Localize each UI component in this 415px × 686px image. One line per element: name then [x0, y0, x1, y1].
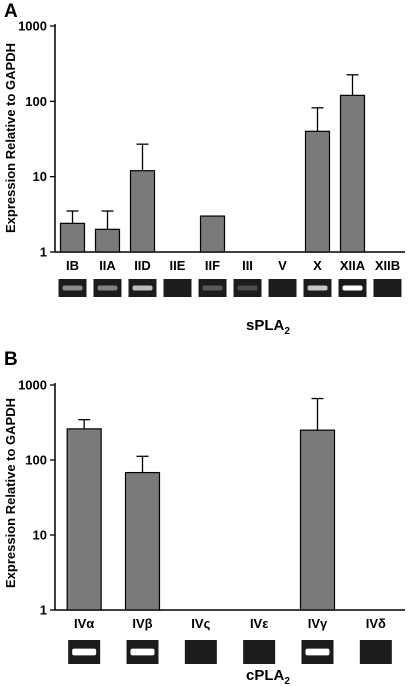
panel-a-bar — [129, 170, 156, 253]
panel-b-y-tick-label: 100 — [25, 453, 47, 468]
panel-b-y-tick-label: 1 — [40, 603, 47, 618]
panel-b-gel-band — [130, 648, 155, 656]
panel-b-x-axis-label-subscript: 2 — [284, 676, 290, 686]
panel-a-category-label: XIIA — [340, 258, 366, 273]
panel-a-bar — [59, 222, 86, 253]
panel-a-gel-band — [237, 285, 258, 291]
panel-b-label: B — [4, 349, 18, 370]
panel-a-category-label: IIE — [170, 258, 186, 273]
panel-a-gel-band — [307, 285, 328, 291]
panel-a-gel-band — [97, 285, 118, 291]
panel-b-category-label: IVβ — [132, 616, 152, 631]
panel-b-category-label: IVα — [74, 616, 94, 631]
panel-a-bar — [304, 130, 331, 253]
panel-a-y-axis-label: Expression Relative to GAPDH — [3, 43, 18, 233]
panel-b: B Expression Relative to GAPDH cPLA2 1 10… — [3, 349, 405, 686]
panel-a-category-label: IIA — [99, 258, 116, 273]
panel-a-bar — [199, 215, 226, 253]
panel-a-gel-lane — [268, 279, 297, 297]
panel-a-category-label: III — [242, 258, 253, 273]
panel-b-x-axis-label-main: cPLA — [246, 667, 285, 684]
panel-b-category-label: IVδ — [366, 616, 386, 631]
panel-b-gel-band — [72, 648, 97, 656]
panel-b-y-tick-label: 10 — [33, 528, 47, 543]
panel-a-y-tick-label: 100 — [25, 94, 47, 109]
panel-b-category-label: IVγ — [308, 616, 328, 631]
panel-b-bar — [66, 428, 102, 611]
panel-b-gel-band — [305, 648, 330, 656]
panel-a-gel-band — [202, 285, 223, 291]
panel-b-category-label: IVε — [250, 616, 268, 631]
panel-a-bar — [94, 228, 121, 253]
panel-a-gel-lane — [373, 279, 402, 297]
panel-a-category-label: X — [313, 258, 322, 273]
panel-b-bar — [299, 429, 336, 611]
panel-b-y-axis-label: Expression Relative to GAPDH — [3, 398, 18, 588]
panel-b-category-label: IVς — [191, 616, 210, 631]
panel-a-y-tick-label: 1000 — [18, 19, 47, 34]
panel-b-x-axis-label: cPLA2 — [246, 667, 290, 686]
panel-a-gel-band — [62, 285, 83, 291]
panel-a-bar — [339, 94, 366, 253]
panel-a-category-label: XIIB — [375, 258, 400, 273]
panel-a-category-label: V — [278, 258, 287, 273]
panel-b-gel-lane — [184, 640, 217, 664]
panel-a-x-axis-label: sPLA2 — [246, 317, 290, 337]
panel-a-y-tick-label: 1 — [40, 245, 47, 260]
panel-b-gel-lane — [243, 640, 276, 664]
panel-a-category-label: IIF — [205, 258, 220, 273]
panel-b-gel-lane — [359, 640, 392, 664]
panel-a-label: A — [4, 1, 18, 22]
panel-a-gel-band — [342, 285, 363, 291]
panel-a-gel-lane — [163, 279, 192, 297]
panel-a-x-axis-label-subscript: 2 — [284, 326, 290, 337]
panel-a-category-label: IB — [66, 258, 79, 273]
panel-a-gel-band — [132, 285, 153, 291]
panel-b-bar — [124, 471, 161, 611]
panel-b-y-tick-label: 1000 — [18, 378, 47, 393]
panel-a-x-axis-label-main: sPLA — [246, 317, 285, 334]
panel-a-y-tick-label: 10 — [33, 169, 47, 184]
panel-a: A Expression Relative to GAPDH sPLA2 1 10… — [3, 1, 405, 337]
panel-a-category-label: IID — [134, 258, 151, 273]
